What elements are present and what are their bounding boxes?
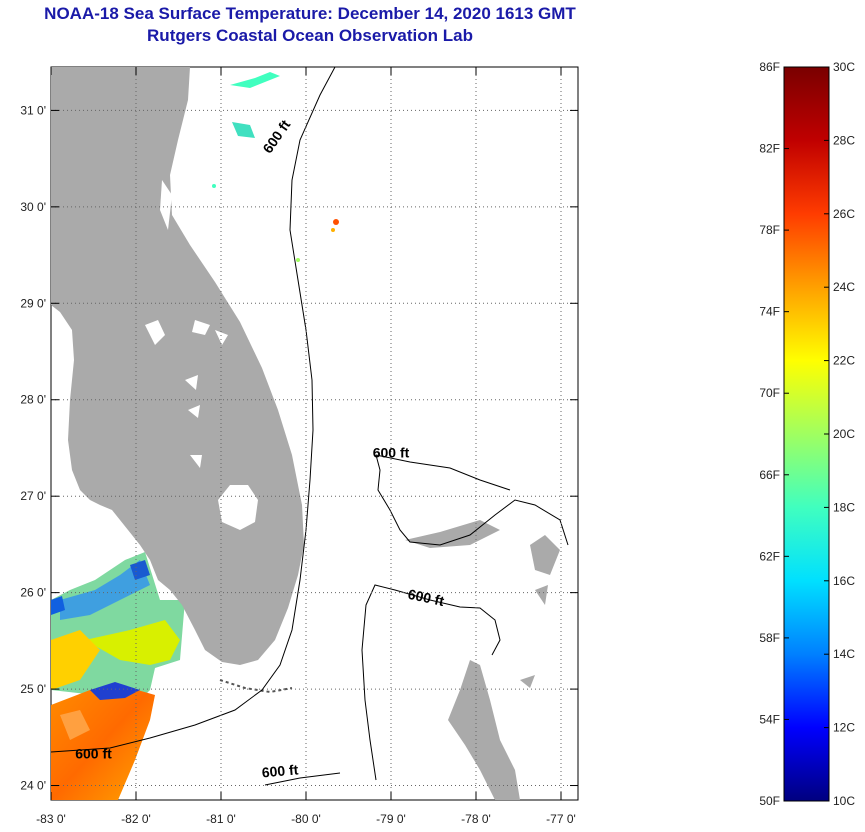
florida-keys (219, 679, 293, 694)
isobath-label: 600 ft (406, 586, 445, 609)
colorbar-label-celsius: 16C (833, 574, 855, 588)
colorbar-label-fahrenheit: 78F (759, 223, 780, 237)
colorbar-label-fahrenheit: 70F (759, 386, 780, 400)
colorbar-label-fahrenheit: 62F (759, 549, 780, 563)
colorbar-label-fahrenheit: 58F (759, 631, 780, 645)
lon-tick-label: -82 0' (121, 812, 151, 826)
colorbar-label-celsius: 18C (833, 500, 855, 514)
colorbar-label-celsius: 22C (833, 354, 855, 368)
lat-axis: 24 0' 25 0' 26 0' 27 0' 28 0' 29 0' 30 0' 31 0' (20, 103, 578, 793)
colorbar-label-fahrenheit: 66F (759, 468, 780, 482)
colorbar-label-celsius: 10C (833, 794, 855, 808)
colorbar-label-celsius: 12C (833, 721, 855, 735)
isobath-label: 600 ft (75, 746, 112, 762)
lon-tick-label: -80 0' (291, 812, 321, 826)
colorbar-label-celsius: 14C (833, 647, 855, 661)
lat-tick-label: 27 0' (20, 489, 46, 503)
colorbar-label-celsius: 28C (833, 133, 855, 147)
colorbar-fahrenheit-labels: 86F 82F 78F 74F 70F 66F 62F 58F 54F 50F (759, 60, 789, 808)
isobath-lines (51, 67, 569, 786)
lat-tick-label: 29 0' (20, 296, 46, 310)
colorbar-label-fahrenheit: 82F (759, 142, 780, 156)
map-title: NOAA-18 Sea Surface Temperature: Decembe… (44, 4, 576, 23)
lon-tick-label: -81 0' (206, 812, 236, 826)
lon-tick-label: -83 0' (36, 812, 66, 826)
lat-tick-label: 28 0' (20, 393, 46, 407)
colorbar-label-fahrenheit: 86F (759, 60, 780, 74)
lat-tick-label: 25 0' (20, 682, 46, 696)
lat-tick-label: 30 0' (20, 200, 46, 214)
sst-data-patch (51, 552, 185, 800)
lon-tick-label: -77 0' (546, 812, 576, 826)
colorbar (783, 66, 830, 802)
isobath-label: 600 ft (373, 445, 410, 461)
lat-tick-label: 24 0' (20, 779, 46, 793)
lat-tick-label: 31 0' (20, 103, 46, 117)
colorbar-label-fahrenheit: 74F (759, 305, 780, 319)
lon-tick-label: -78 0' (461, 812, 491, 826)
colorbar-label-fahrenheit: 50F (759, 794, 780, 808)
isobath-label: 600 ft (261, 761, 299, 780)
colorbar-label-celsius: 24C (833, 280, 855, 294)
colorbar-label-celsius: 30C (833, 60, 855, 74)
colorbar-celsius-labels: 30C 28C 26C 24C 22C 20C 18C 16C 14C 12C 10C (824, 60, 855, 808)
colorbar-label-fahrenheit: 54F (759, 712, 780, 726)
lon-tick-label: -79 0' (376, 812, 406, 826)
lat-tick-label: 26 0' (20, 586, 46, 600)
colorbar-label-celsius: 26C (833, 207, 855, 221)
colorbar-label-celsius: 20C (833, 427, 855, 441)
map-subtitle: Rutgers Coastal Ocean Observation Lab (147, 26, 473, 45)
lon-axis: -83 0' -82 0' -81 0' -80 0' -79 0' -78 0' -77 … (36, 67, 576, 826)
